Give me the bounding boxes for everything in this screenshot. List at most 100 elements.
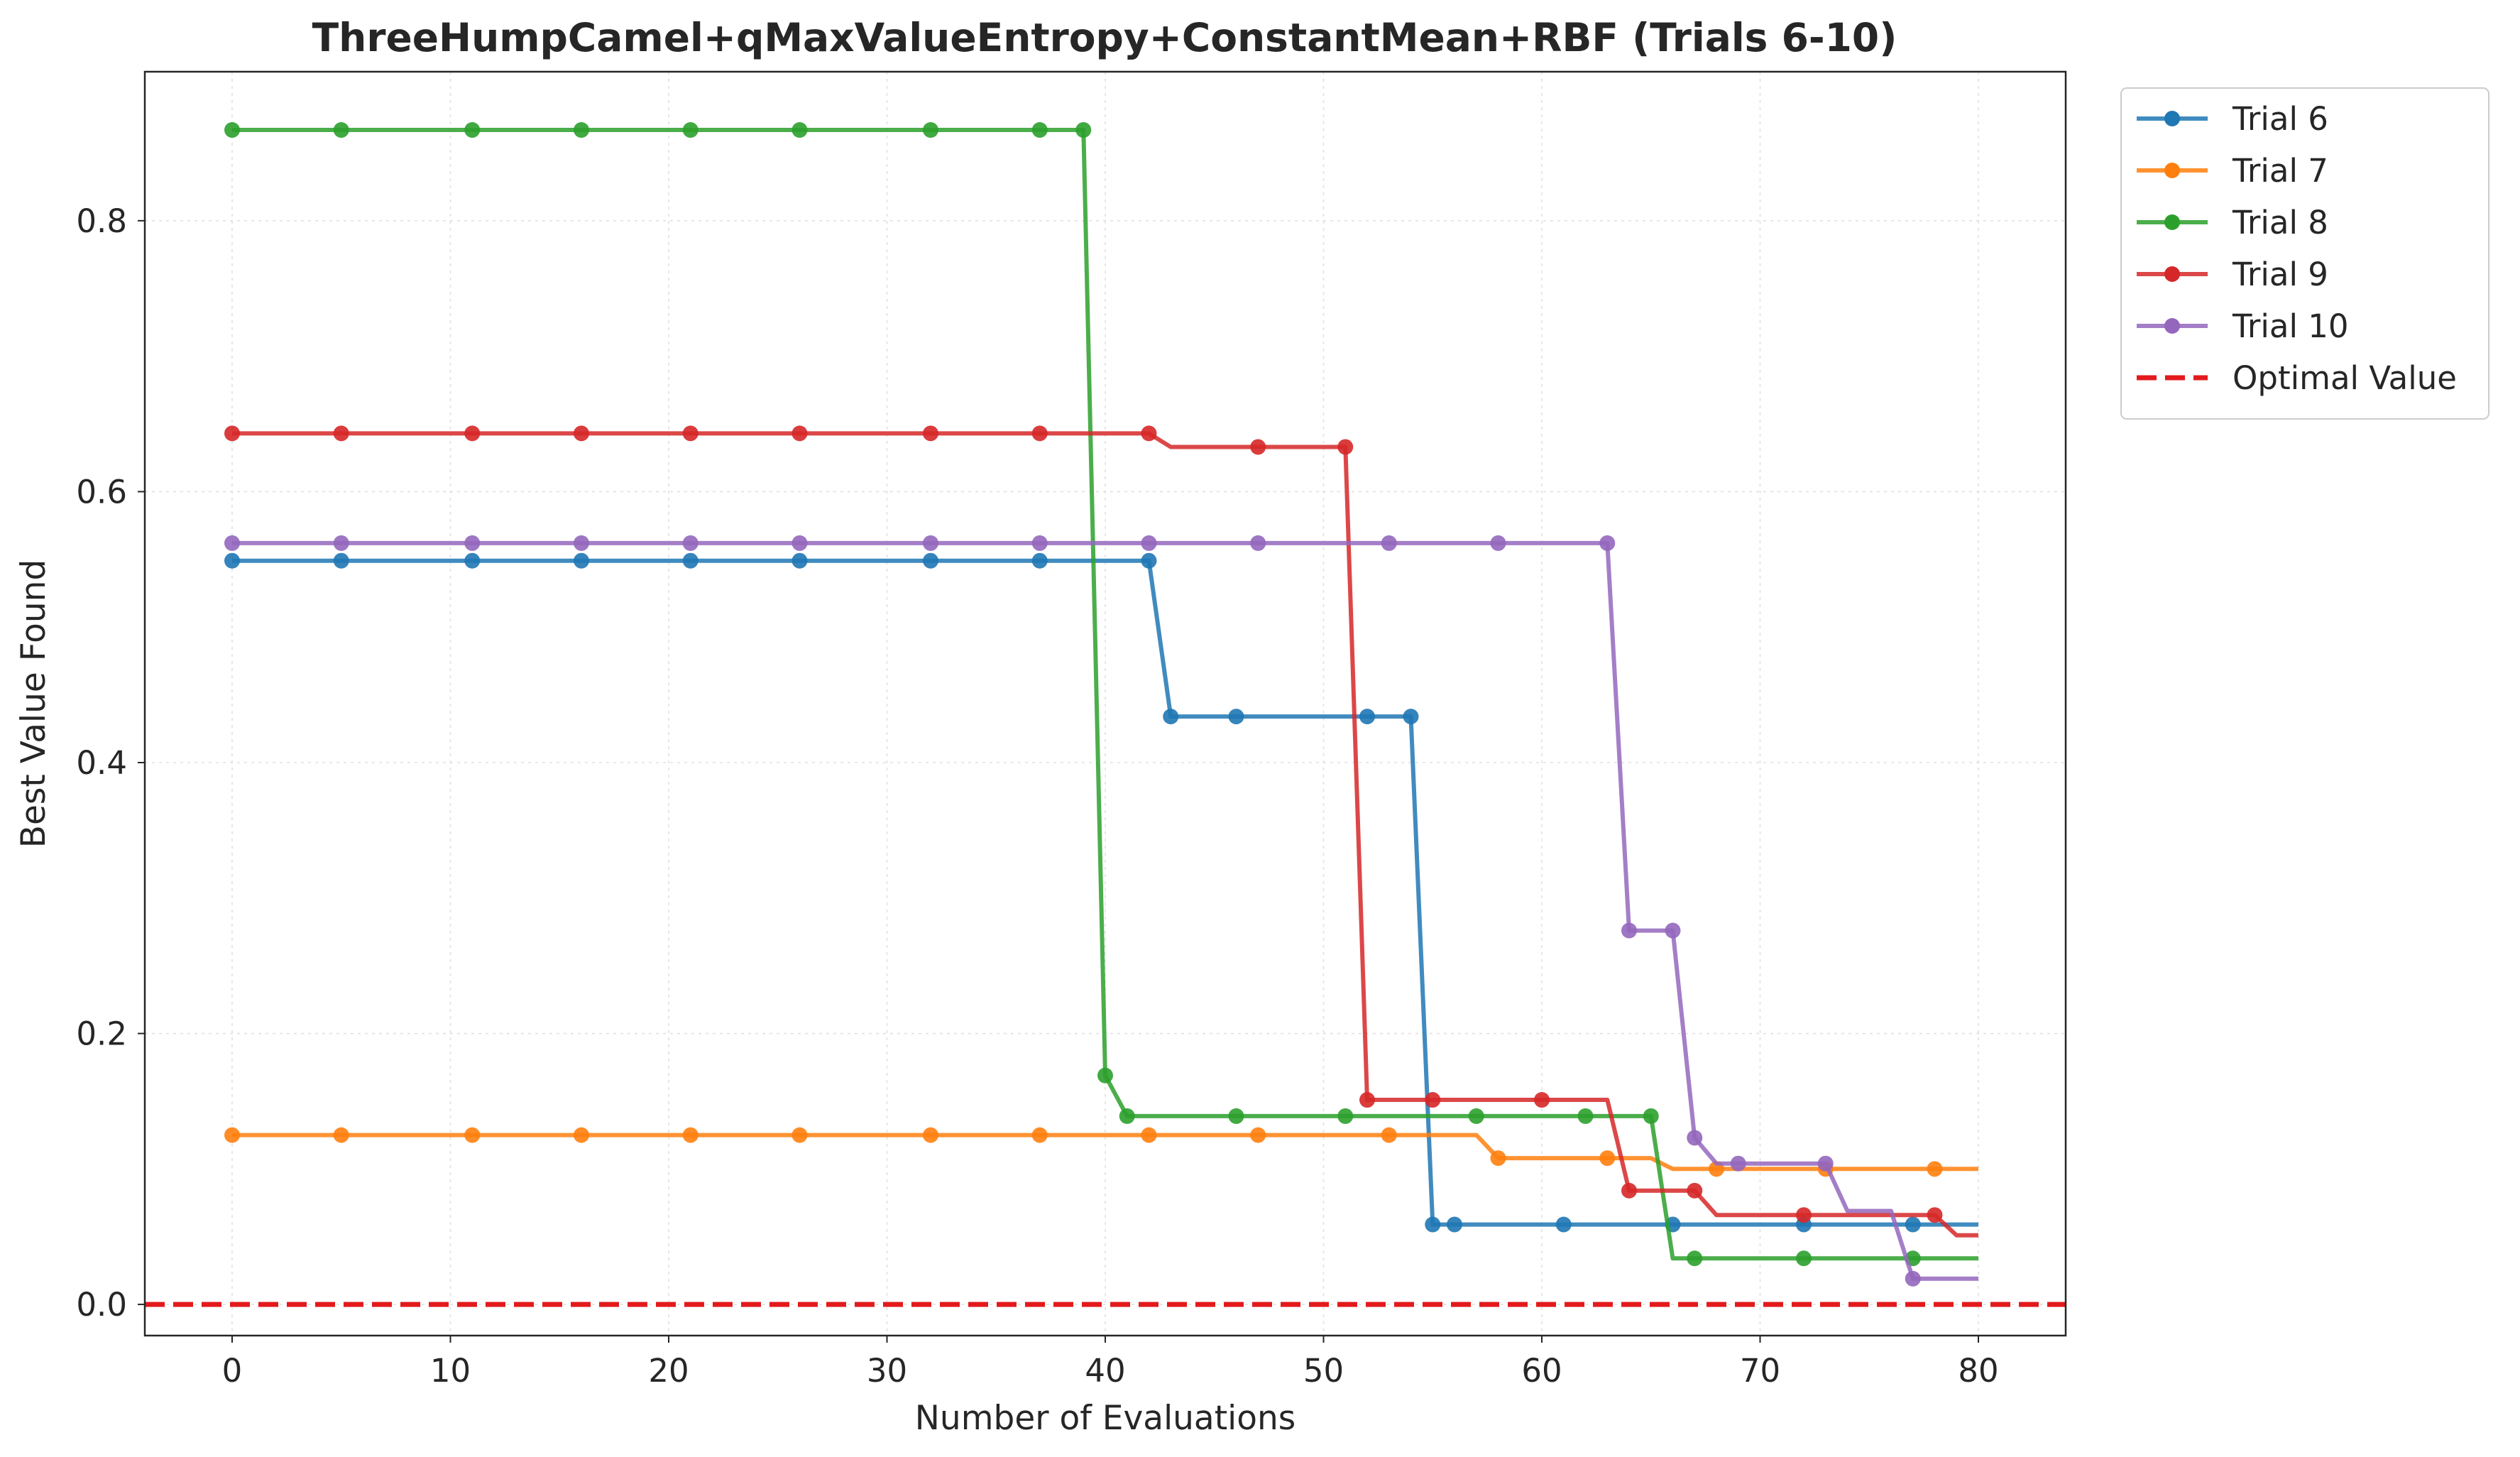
data-point-trial-8 — [1643, 1108, 1659, 1124]
data-point-trial-10 — [224, 535, 240, 551]
legend-swatch-marker — [2164, 318, 2180, 334]
data-point-trial-8 — [333, 122, 349, 138]
data-point-trial-10 — [1621, 922, 1637, 939]
data-point-trial-10 — [1031, 535, 1048, 551]
data-point-trial-10 — [1381, 535, 1397, 551]
data-point-trial-8 — [1796, 1250, 1812, 1267]
data-point-trial-8 — [923, 122, 938, 138]
data-point-trial-7 — [1250, 1127, 1266, 1143]
legend-box — [2120, 87, 2489, 420]
data-point-trial-7 — [1381, 1127, 1397, 1143]
data-point-trial-6 — [682, 552, 699, 569]
data-point-trial-9 — [1796, 1207, 1812, 1223]
data-point-trial-9 — [224, 425, 240, 442]
data-point-trial-10 — [464, 535, 481, 551]
data-point-trial-10 — [923, 535, 938, 551]
data-point-trial-6 — [1359, 709, 1375, 725]
data-point-trial-8 — [1468, 1108, 1484, 1124]
data-point-trial-6 — [1031, 552, 1048, 569]
data-point-trial-9 — [923, 425, 938, 442]
x-tick-label: 70 — [1740, 1352, 1780, 1390]
chart-title: ThreeHumpCamel+qMaxValueEntropy+Constant… — [312, 15, 1897, 60]
data-point-trial-9 — [1031, 425, 1048, 442]
data-point-trial-9 — [333, 425, 349, 442]
data-point-trial-8 — [1577, 1108, 1594, 1124]
data-point-trial-10 — [1905, 1270, 1921, 1287]
data-point-trial-10 — [682, 535, 699, 551]
data-point-trial-6 — [1403, 709, 1419, 725]
legend-label: Trial 6 — [2232, 100, 2328, 138]
data-point-trial-9 — [1687, 1182, 1703, 1199]
data-point-trial-7 — [1141, 1127, 1157, 1143]
data-point-trial-6 — [923, 552, 938, 569]
data-point-trial-10 — [791, 535, 808, 551]
data-point-trial-7 — [1599, 1150, 1616, 1167]
data-point-trial-6 — [1555, 1216, 1572, 1233]
data-point-trial-10 — [1665, 922, 1681, 939]
data-point-trial-6 — [1425, 1216, 1441, 1233]
y-tick-label: 0.6 — [76, 473, 127, 511]
data-point-trial-6 — [224, 552, 240, 569]
data-point-trial-8 — [1687, 1250, 1703, 1267]
data-point-trial-6 — [1163, 709, 1179, 725]
legend-swatch-marker — [2164, 214, 2180, 230]
data-point-trial-7 — [1031, 1127, 1048, 1143]
data-point-trial-9 — [574, 425, 589, 442]
data-point-trial-9 — [1141, 425, 1157, 442]
data-point-trial-9 — [464, 425, 481, 442]
data-point-trial-8 — [464, 122, 481, 138]
y-axis-label: Best Value Found — [14, 560, 53, 848]
data-point-trial-9 — [1425, 1092, 1441, 1108]
data-point-trial-9 — [682, 425, 699, 442]
data-point-trial-8 — [574, 122, 589, 138]
x-tick-label: 0 — [222, 1352, 243, 1390]
data-point-trial-10 — [1817, 1155, 1834, 1172]
data-point-trial-9 — [1927, 1207, 1943, 1223]
data-point-trial-10 — [1141, 535, 1157, 551]
data-point-trial-6 — [791, 552, 808, 569]
data-point-trial-8 — [224, 122, 240, 138]
axis-ticks: 0 10 20 30 40 50 60 70 80 0.0 0.2 0.4 0.6 0.8 — [76, 202, 1998, 1390]
data-point-trial-10 — [1730, 1155, 1746, 1172]
legend-swatch-marker — [2164, 266, 2180, 282]
data-point-trial-7 — [791, 1127, 808, 1143]
data-point-trial-8 — [1075, 122, 1092, 138]
data-point-trial-9 — [1337, 439, 1354, 455]
legend-label: Trial 9 — [2232, 256, 2328, 293]
x-tick-label: 20 — [648, 1352, 689, 1390]
x-tick-label: 60 — [1521, 1352, 1562, 1390]
data-point-trial-7 — [224, 1127, 240, 1143]
data-point-trial-7 — [574, 1127, 589, 1143]
x-tick-label: 80 — [1958, 1352, 1998, 1390]
data-point-trial-7 — [923, 1127, 938, 1143]
data-point-trial-10 — [574, 535, 589, 551]
data-point-trial-7 — [1927, 1161, 1943, 1177]
x-tick-label: 10 — [430, 1352, 471, 1390]
data-point-trial-7 — [682, 1127, 699, 1143]
data-point-trial-9 — [1359, 1092, 1375, 1108]
y-tick-label: 0.8 — [76, 202, 127, 240]
data-point-trial-8 — [791, 122, 808, 138]
data-point-trial-7 — [464, 1127, 481, 1143]
data-point-trial-6 — [1447, 1216, 1462, 1233]
y-tick-label: 0.0 — [76, 1286, 127, 1324]
legend-label: Trial 10 — [2232, 307, 2349, 345]
data-point-trial-8 — [1119, 1108, 1135, 1124]
data-point-trial-8 — [1228, 1108, 1244, 1124]
data-point-trial-9 — [791, 425, 808, 442]
data-point-trial-10 — [1687, 1130, 1703, 1146]
data-point-trial-9 — [1534, 1092, 1550, 1108]
x-axis-label: Number of Evaluations — [915, 1399, 1295, 1438]
y-tick-label: 0.4 — [76, 744, 127, 782]
legend-label: Optimal Value — [2233, 359, 2457, 397]
data-point-trial-8 — [682, 122, 699, 138]
legend-label: Trial 8 — [2232, 204, 2328, 241]
data-point-trial-9 — [1621, 1182, 1637, 1199]
data-point-trial-10 — [1250, 535, 1266, 551]
data-point-trial-6 — [1228, 709, 1244, 725]
data-point-trial-6 — [1141, 552, 1157, 569]
data-point-trial-6 — [574, 552, 589, 569]
data-point-trial-8 — [1337, 1108, 1354, 1124]
